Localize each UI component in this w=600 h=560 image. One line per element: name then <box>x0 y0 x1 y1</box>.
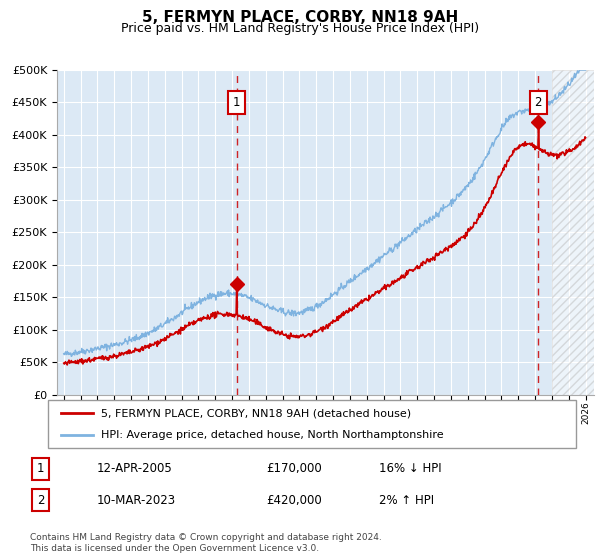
Text: 10-MAR-2023: 10-MAR-2023 <box>97 494 176 507</box>
Text: 5, FERMYN PLACE, CORBY, NN18 9AH: 5, FERMYN PLACE, CORBY, NN18 9AH <box>142 10 458 25</box>
Text: 2: 2 <box>535 96 542 109</box>
Text: 5, FERMYN PLACE, CORBY, NN18 9AH (detached house): 5, FERMYN PLACE, CORBY, NN18 9AH (detach… <box>101 408 411 418</box>
Text: 16% ↓ HPI: 16% ↓ HPI <box>379 462 442 475</box>
Text: 12-APR-2005: 12-APR-2005 <box>97 462 173 475</box>
Text: 1: 1 <box>37 462 44 475</box>
Text: Price paid vs. HM Land Registry's House Price Index (HPI): Price paid vs. HM Land Registry's House … <box>121 22 479 35</box>
Text: £170,000: £170,000 <box>266 462 322 475</box>
Text: Contains HM Land Registry data © Crown copyright and database right 2024.
This d: Contains HM Land Registry data © Crown c… <box>30 533 382 553</box>
Text: HPI: Average price, detached house, North Northamptonshire: HPI: Average price, detached house, Nort… <box>101 430 443 440</box>
Text: 2% ↑ HPI: 2% ↑ HPI <box>379 494 434 507</box>
Text: £420,000: £420,000 <box>266 494 322 507</box>
Text: 2: 2 <box>37 494 44 507</box>
Bar <box>552 70 594 395</box>
Text: 1: 1 <box>233 96 241 109</box>
